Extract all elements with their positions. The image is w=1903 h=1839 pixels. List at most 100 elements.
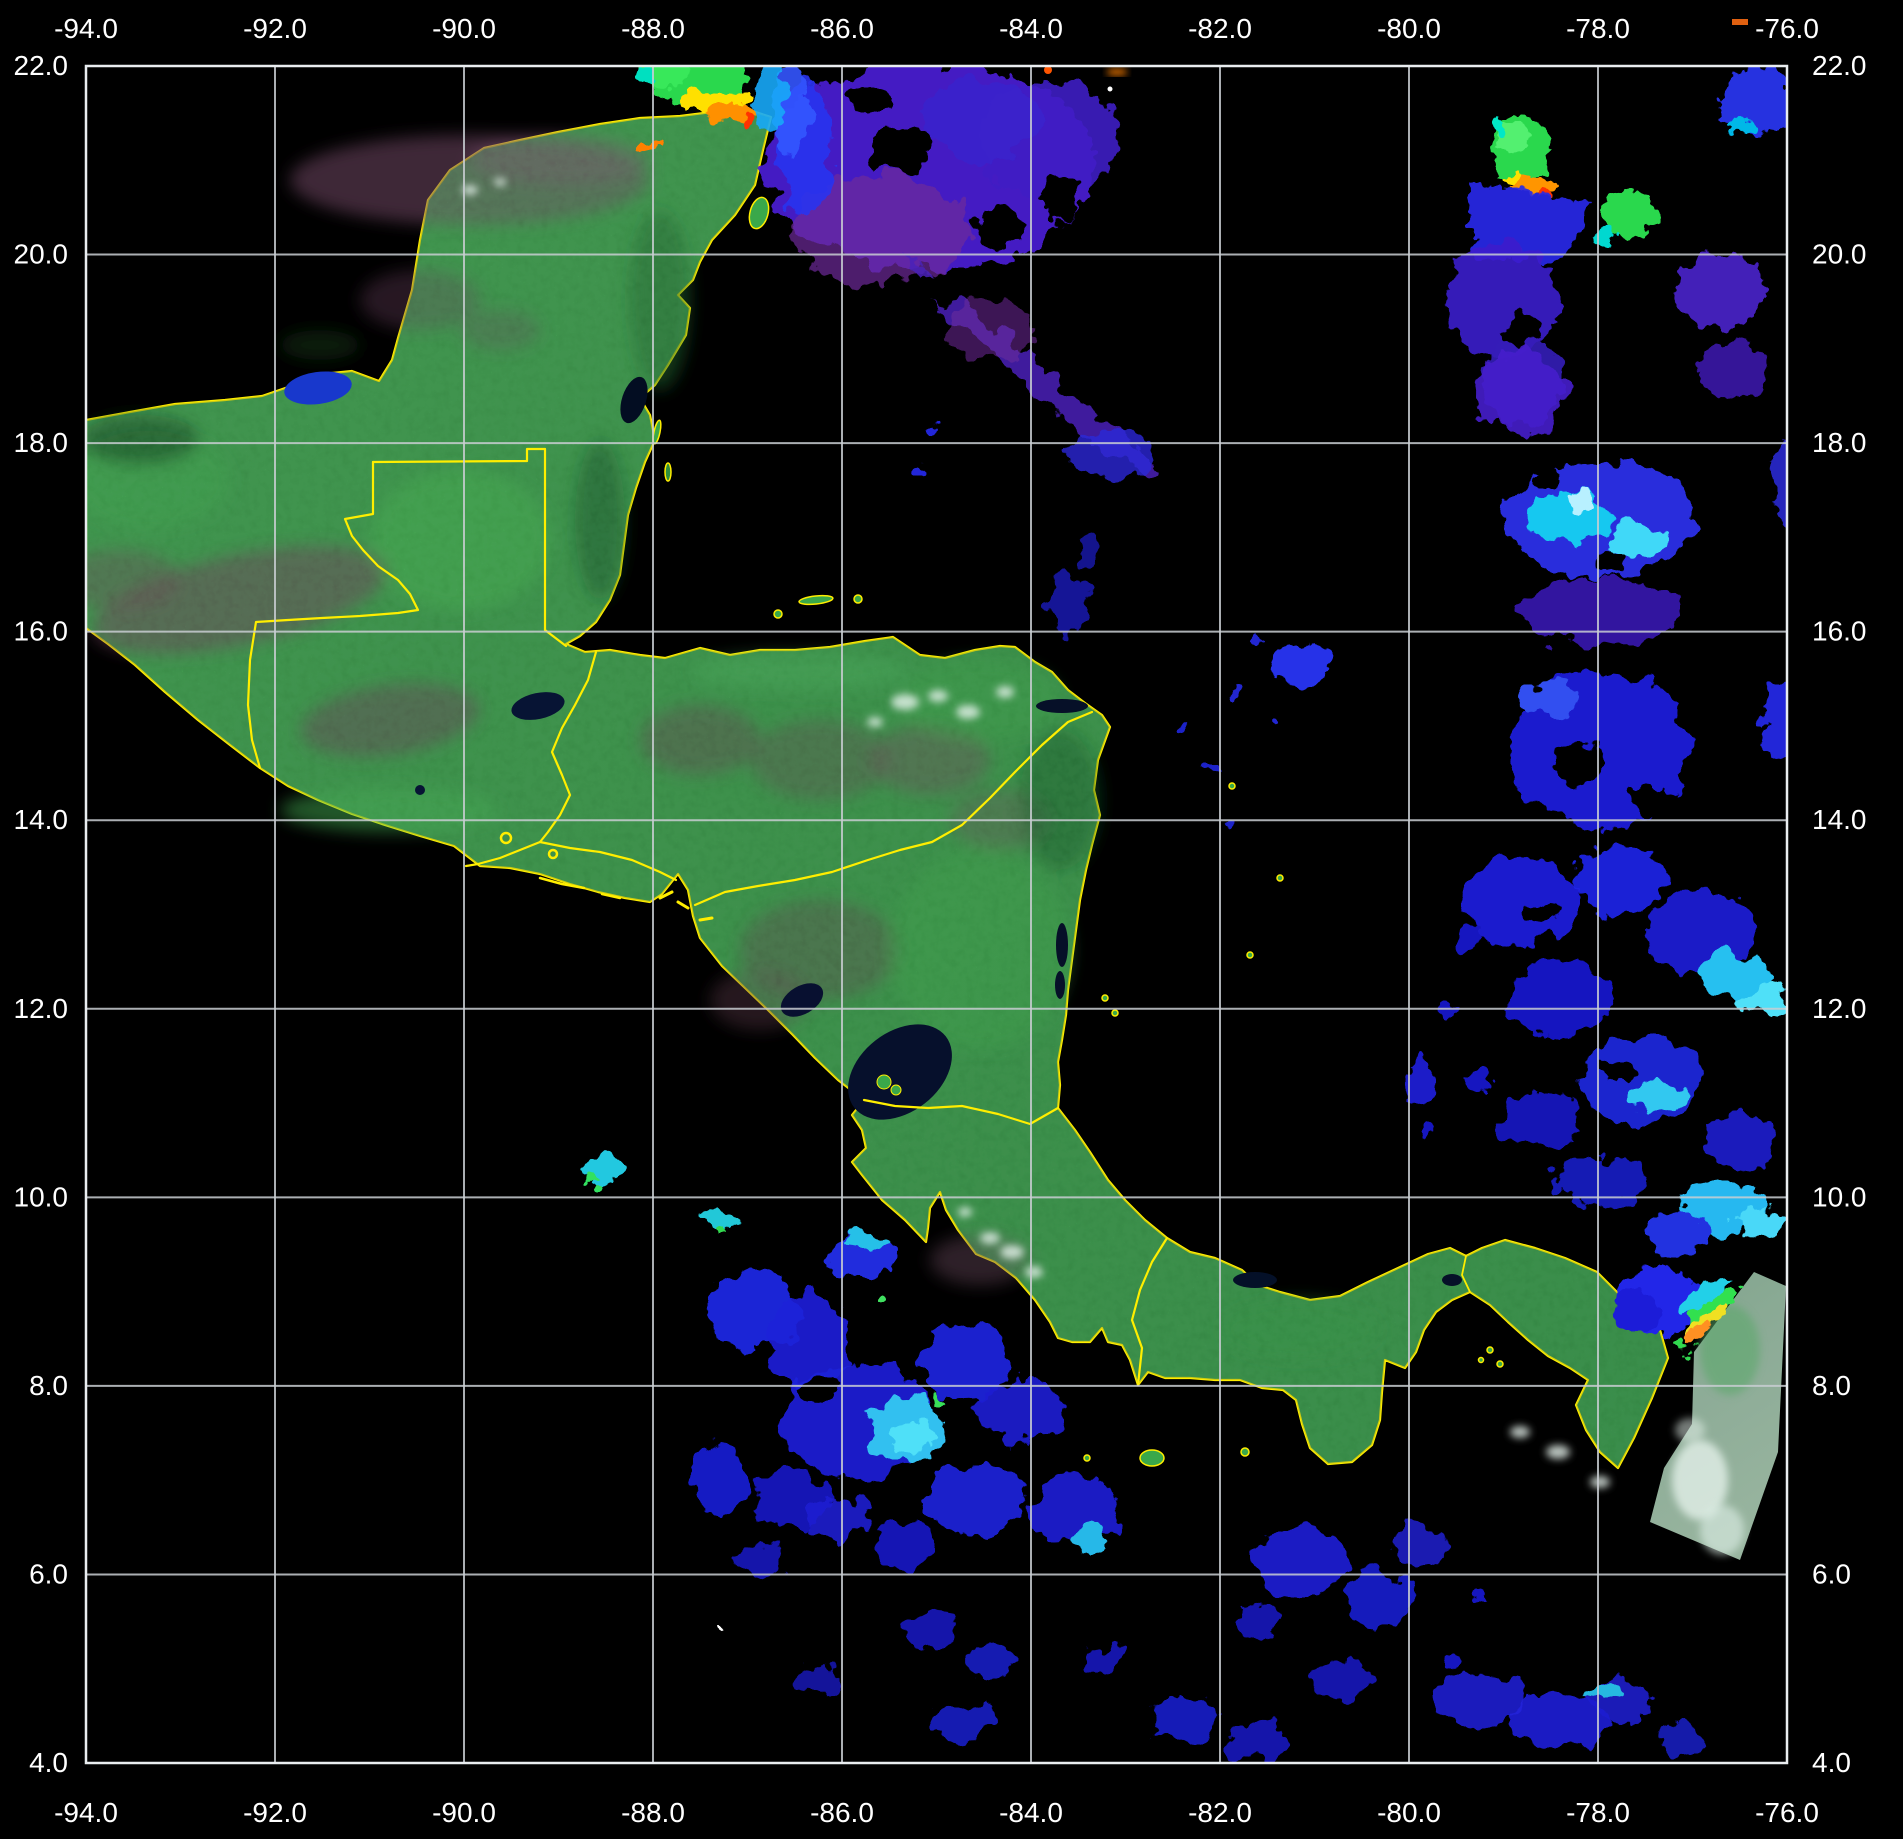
cloud-right-field bbox=[1048, 534, 1787, 1252]
san-andres-island bbox=[1246, 951, 1254, 959]
tick-label-right-20.0: 20.0 bbox=[1812, 239, 1867, 270]
fonseca-mangroves bbox=[658, 890, 714, 922]
tick-label-top--86.0: -86.0 bbox=[810, 13, 874, 44]
tick-label-right-22.0: 22.0 bbox=[1812, 50, 1867, 81]
tick-label-bottom--90.0: -90.0 bbox=[432, 1797, 496, 1828]
landmass-colombia-swath bbox=[1650, 1272, 1786, 1560]
tick-label-left-14.0: 14.0 bbox=[14, 804, 69, 835]
tick-label-right-4.0: 4.0 bbox=[1812, 1747, 1851, 1778]
tick-label-top--92.0: -92.0 bbox=[243, 13, 307, 44]
border-mexico-guatemala-west bbox=[246, 460, 420, 770]
margin-orange-speck bbox=[1732, 19, 1748, 25]
tick-label-bottom--80.0: -80.0 bbox=[1377, 1797, 1441, 1828]
plot-frame bbox=[84, 64, 1789, 1765]
border-mexico-guatemala-north bbox=[371, 447, 547, 464]
tick-label-left-18.0: 18.0 bbox=[14, 427, 69, 458]
tick-label-left-10.0: 10.0 bbox=[14, 1181, 69, 1212]
caratasca-lagoon bbox=[1036, 699, 1088, 713]
ometepe-island-b bbox=[890, 1084, 902, 1096]
panama-canal-line bbox=[1461, 1255, 1471, 1293]
tick-label-left-8.0: 8.0 bbox=[29, 1370, 68, 1401]
cloud-darien-rainbow bbox=[1611, 1265, 1736, 1356]
cloud-pacific-field bbox=[580, 1156, 1120, 1738]
turneffe-atoll bbox=[664, 462, 672, 482]
montuosa-islet bbox=[1083, 1454, 1091, 1462]
tick-label-left-4.0: 4.0 bbox=[29, 1747, 68, 1778]
axis-ticks-right: 22.0 20.0 18.0 16.0 14.0 12.0 10.0 8.0 6.0 4.0 bbox=[1812, 50, 1867, 1778]
cloud-southeast-field bbox=[1083, 1525, 1705, 1760]
tick-label-top--78.0: -78.0 bbox=[1566, 13, 1630, 44]
pearl-lagoon bbox=[1056, 923, 1068, 967]
tick-label-top--80.0: -80.0 bbox=[1377, 13, 1441, 44]
axis-ticks-left: 22.0 20.0 18.0 16.0 14.0 12.0 10.0 8.0 6.0 4.0 bbox=[14, 50, 69, 1778]
tick-label-top--76.0: -76.0 bbox=[1755, 13, 1819, 44]
tick-label-bottom--76.0: -76.0 bbox=[1755, 1797, 1819, 1828]
axis-ticks-bottom: -94.0 -92.0 -90.0 -88.0 -86.0 -84.0 -82.0 -80.0… bbox=[54, 1797, 1819, 1828]
guanaja-island bbox=[853, 594, 863, 604]
chetumal-bay bbox=[620, 376, 648, 424]
tick-label-right-18.0: 18.0 bbox=[1812, 427, 1867, 458]
tick-label-bottom--78.0: -78.0 bbox=[1566, 1797, 1630, 1828]
pearl-island-c bbox=[1477, 1356, 1485, 1364]
tick-label-right-14.0: 14.0 bbox=[1812, 804, 1867, 835]
lake-nicaragua bbox=[848, 1024, 952, 1120]
cloud-yucatan-rainbow bbox=[637, 66, 786, 150]
tick-label-left-22.0: 22.0 bbox=[14, 50, 69, 81]
lakes-layer bbox=[284, 371, 1462, 1288]
el-salvador-lake-ilopango bbox=[547, 848, 559, 860]
misc-specks bbox=[1044, 66, 1126, 92]
border-el-salvador-honduras bbox=[538, 840, 678, 882]
tick-label-left-12.0: 12.0 bbox=[14, 993, 69, 1024]
tick-label-right-16.0: 16.0 bbox=[1812, 616, 1867, 647]
lake-izabal bbox=[511, 692, 565, 720]
border-guatemala-el-salvador bbox=[464, 840, 542, 868]
country-borders bbox=[246, 447, 1471, 1387]
ometepe-island-a bbox=[876, 1074, 892, 1090]
tick-label-bottom--92.0: -92.0 bbox=[243, 1797, 307, 1828]
tick-label-top--90.0: -90.0 bbox=[432, 13, 496, 44]
lake-atitlan bbox=[415, 785, 425, 795]
el-salvador-lake-coatepeque bbox=[499, 831, 513, 845]
corn-island-north bbox=[1101, 994, 1109, 1002]
el-salvador-coastal-lagoons bbox=[538, 876, 622, 900]
corn-island-south bbox=[1111, 1009, 1119, 1017]
tick-label-right-10.0: 10.0 bbox=[1812, 1181, 1867, 1212]
providencia-island bbox=[1276, 874, 1284, 882]
cloud-midright-cluster bbox=[1176, 350, 1787, 828]
pearl-island-b bbox=[1496, 1360, 1504, 1368]
roatan-island bbox=[798, 594, 834, 606]
cozumel-island bbox=[748, 196, 770, 230]
pearl-island-a bbox=[1486, 1346, 1494, 1354]
tick-label-left-16.0: 16.0 bbox=[14, 616, 69, 647]
border-honduras-nicaragua bbox=[693, 710, 1094, 907]
tick-label-bottom--94.0: -94.0 bbox=[54, 1797, 118, 1828]
coiba-island bbox=[1139, 1449, 1165, 1467]
tick-label-top--84.0: -84.0 bbox=[999, 13, 1063, 44]
tick-label-bottom--82.0: -82.0 bbox=[1188, 1797, 1252, 1828]
tick-label-bottom--88.0: -88.0 bbox=[621, 1797, 685, 1828]
tick-label-right-8.0: 8.0 bbox=[1812, 1370, 1851, 1401]
border-guatemala-belize bbox=[543, 447, 568, 648]
tick-label-left-20.0: 20.0 bbox=[14, 239, 69, 270]
utila-island bbox=[773, 609, 783, 619]
latlon-grid bbox=[86, 66, 1787, 1763]
tick-label-top--88.0: -88.0 bbox=[621, 13, 685, 44]
land-cloud-specks bbox=[462, 178, 1610, 1488]
border-costa-rica-panama bbox=[1130, 1236, 1169, 1387]
islands-layer bbox=[499, 196, 1504, 1467]
gatun-lake bbox=[1442, 1274, 1462, 1286]
border-guatemala-honduras bbox=[538, 650, 598, 844]
swan-island bbox=[1228, 782, 1236, 790]
tick-label-bottom--84.0: -84.0 bbox=[999, 1797, 1063, 1828]
tick-label-top--82.0: -82.0 bbox=[1188, 13, 1252, 44]
tick-label-right-12.0: 12.0 bbox=[1812, 993, 1867, 1024]
tick-label-right-6.0: 6.0 bbox=[1812, 1558, 1851, 1589]
tick-label-left-6.0: 6.0 bbox=[29, 1558, 68, 1589]
tick-label-bottom--86.0: -86.0 bbox=[810, 1797, 874, 1828]
tick-label-top--94.0: -94.0 bbox=[54, 13, 118, 44]
bocas-lagoon bbox=[1233, 1272, 1277, 1288]
laguna-de-terminos bbox=[284, 371, 352, 405]
cebaco-island bbox=[1240, 1447, 1250, 1457]
axis-ticks-top: -94.0 -92.0 -90.0 -88.0 -86.0 -84.0 -82.0 -80.0… bbox=[54, 13, 1819, 44]
